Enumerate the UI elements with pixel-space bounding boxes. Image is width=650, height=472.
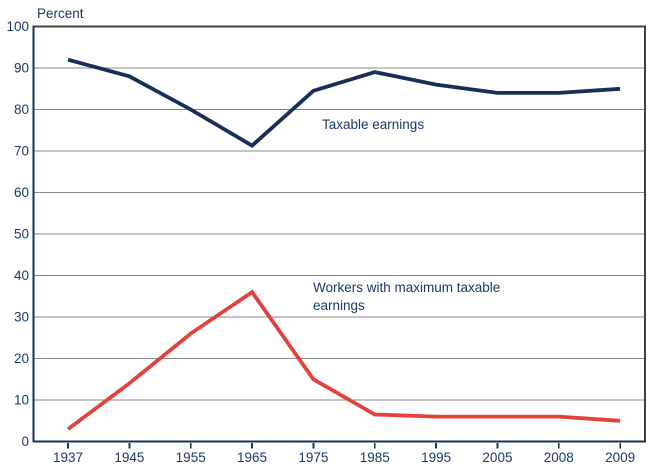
x-tick-label: 1995 [421,450,451,465]
y-tick-label: 0 [21,434,29,449]
y-tick-label: 100 [6,19,29,34]
x-tick-label: 1937 [53,450,83,465]
series-label-workers-max-taxable: Workers with maximum taxable earnings [313,280,501,313]
x-tick-label: 2005 [482,450,512,465]
x-tick-label: 2008 [544,450,574,465]
y-tick-label: 90 [14,61,29,76]
y-tick-label: 30 [14,310,29,325]
x-tick-label: 2009 [605,450,635,465]
x-tick-label: 1955 [176,450,206,465]
series-label-taxable-earnings: Taxable earnings [322,117,425,132]
y-tick-label: 70 [14,144,29,159]
y-tick-label: 20 [14,351,29,366]
x-tick-label: 1945 [114,450,144,465]
series-line-workers-with-maximum-taxable-earnings [66,289,621,431]
y-tick-label: 50 [14,227,29,242]
x-tick-label: 1975 [298,450,328,465]
y-axis-title: Percent [37,6,84,21]
series-line-taxable-earnings [67,57,621,148]
y-tick-label: 60 [14,185,29,200]
y-tick-label: 80 [14,102,29,117]
x-tick-label: 1965 [237,450,267,465]
x-tick-label: 1985 [360,450,390,465]
y-tick-label: 10 [14,393,29,408]
y-tick-label: 40 [14,268,29,283]
